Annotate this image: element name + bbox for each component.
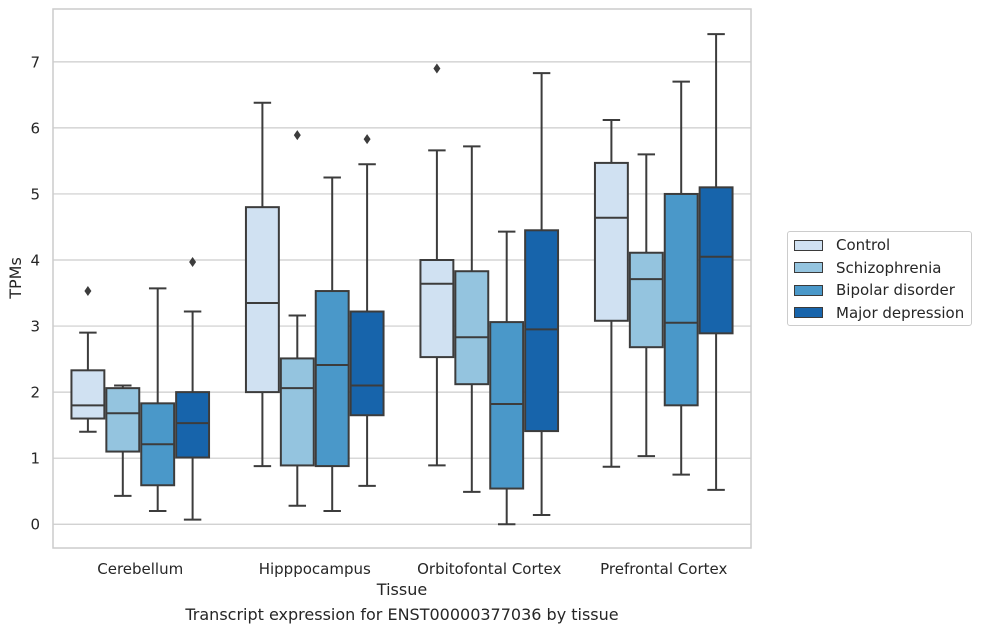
x-tick-label: Cerebellum — [97, 560, 183, 578]
legend-swatch — [794, 307, 823, 318]
outlier-point — [84, 286, 92, 297]
box-body — [349, 310, 385, 417]
box-body — [454, 270, 490, 386]
box-body — [279, 357, 315, 467]
y-tick-label: 5 — [30, 185, 40, 203]
outlier-point — [363, 134, 371, 145]
series-schizophrenia — [105, 130, 664, 507]
y-tick-label: 6 — [30, 119, 40, 137]
box-body — [244, 206, 280, 394]
y-tick-label: 2 — [30, 384, 40, 402]
x-axis-title: Tissue — [376, 580, 427, 599]
box-body — [419, 259, 455, 359]
x-tick-labels: Cerebellum Hipppocampus Orbitofontal Corte… — [97, 560, 727, 578]
y-tick-label: 3 — [30, 318, 40, 336]
legend-item: Schizophrenia — [794, 258, 941, 278]
box-body — [593, 161, 629, 322]
y-tick-label: 7 — [30, 53, 40, 71]
box-series — [70, 33, 734, 526]
box-body — [175, 391, 211, 459]
box — [140, 287, 176, 513]
legend-item: Control — [794, 235, 890, 255]
outlier-point — [293, 130, 301, 141]
box — [314, 176, 350, 513]
box — [593, 118, 629, 468]
box-body — [314, 290, 350, 468]
box — [175, 256, 211, 521]
box — [279, 130, 315, 507]
legend-label: Control — [836, 236, 891, 254]
chart-caption: Transcript expression for ENST0000037703… — [185, 605, 619, 624]
box — [70, 286, 106, 433]
box-body — [105, 387, 141, 453]
plot-frame — [52, 8, 752, 549]
box-body — [663, 192, 699, 407]
y-tick-label: 4 — [30, 252, 40, 270]
box-body — [70, 369, 106, 420]
box — [244, 101, 280, 468]
legend-swatch — [794, 262, 823, 273]
box — [489, 230, 525, 526]
box — [524, 72, 560, 516]
legend-swatch — [794, 239, 823, 251]
y-tick-label: 1 — [30, 450, 40, 468]
legend-label: Major depression — [836, 303, 965, 322]
box — [349, 134, 385, 487]
y-tick-label: 0 — [30, 516, 40, 534]
legend-swatch — [794, 284, 823, 296]
box-body — [698, 186, 734, 335]
legend-item: Major depression — [794, 303, 964, 323]
x-tick-label: Orbitofontal Cortex — [417, 560, 561, 578]
box-body — [489, 321, 525, 490]
series-major-depression — [175, 33, 734, 521]
box-body — [628, 251, 664, 349]
outlier-point — [189, 256, 197, 267]
legend-item: Bipolar disorder — [794, 280, 955, 300]
box — [105, 384, 141, 497]
legend-label: Schizophrenia — [836, 258, 942, 277]
series-control — [70, 63, 629, 468]
box — [663, 80, 699, 476]
y-tick-labels: 0 1 2 3 4 5 6 7 — [30, 53, 40, 533]
box-body — [524, 229, 560, 433]
box — [628, 153, 664, 458]
legend-label: Bipolar disorder — [836, 281, 955, 299]
x-tick-label: Prefrontal Cortex — [600, 560, 727, 578]
box — [454, 145, 490, 493]
outlier-point — [433, 63, 441, 74]
legend: Control Schizophrenia Bipolar disorder Majo… — [787, 231, 972, 326]
x-tick-label: Hipppocampus — [259, 560, 371, 578]
y-axis-title: TPMs — [6, 257, 25, 300]
box — [419, 63, 455, 467]
box — [698, 33, 734, 491]
series-bipolar-disorder — [140, 80, 699, 526]
